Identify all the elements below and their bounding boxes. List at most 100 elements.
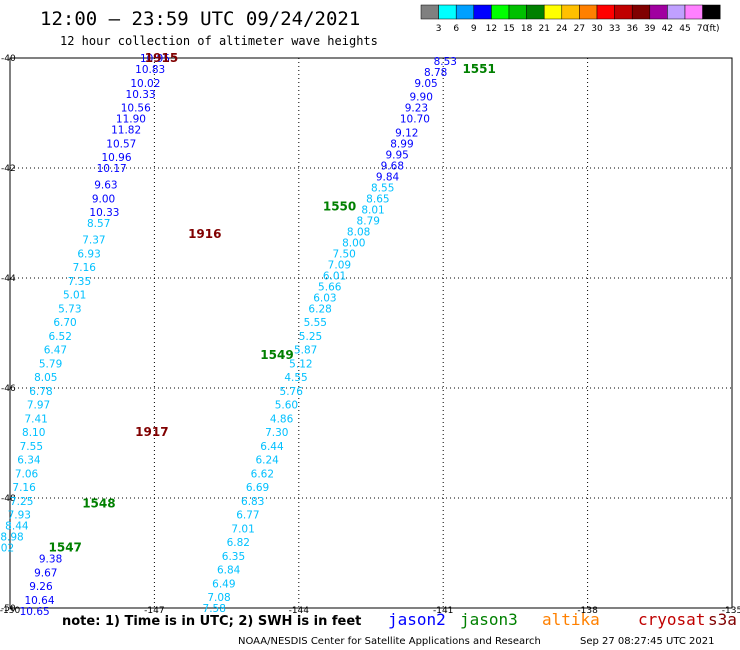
wave-height-label: 8.78 bbox=[424, 67, 447, 79]
wave-height-label: 6.78 bbox=[29, 386, 52, 398]
wave-height-label: 8.79 bbox=[357, 215, 380, 227]
wave-height-label: 9.63 bbox=[94, 180, 117, 192]
wave-height-label: 7.16 bbox=[12, 482, 36, 494]
colorbar-swatch bbox=[508, 4, 527, 20]
wave-height-label: 6.69 bbox=[246, 482, 269, 494]
colorbar-swatch bbox=[667, 4, 686, 20]
colorbar-tick-label: 24 bbox=[556, 24, 568, 34]
colorbar-swatch bbox=[614, 4, 633, 20]
wave-height-label: 8.00 bbox=[342, 237, 365, 249]
wave-height-label: 7.06 bbox=[15, 468, 39, 480]
wave-height-label: 4.55 bbox=[284, 372, 307, 384]
wave-height-label: 7.01 bbox=[231, 523, 254, 535]
wave-height-label: 6.44 bbox=[260, 441, 284, 453]
colorbar-swatch bbox=[631, 4, 651, 20]
color-scale-legend: 3 6 9 12 15 18 21 24 27 30 33 36 39 42 45 70 bbox=[420, 4, 721, 34]
wave-height-label: 7.55 bbox=[20, 441, 43, 453]
colorbar-tick-label: 15 bbox=[503, 24, 514, 34]
colorbar-swatch bbox=[473, 4, 492, 20]
colorbar-swatch bbox=[684, 4, 703, 20]
x-axis-ticks: -150 -147 -144 -141 -138 -135 bbox=[0, 606, 740, 616]
wave-height-label: 7.37 bbox=[82, 235, 105, 247]
x-tick-label: -150 bbox=[0, 606, 20, 616]
wave-height-label: 5.76 bbox=[280, 386, 304, 398]
colorbar-swatch bbox=[543, 4, 563, 20]
colorbar-tick-label: 45 bbox=[679, 24, 690, 34]
wave-height-label: 8.99 bbox=[390, 138, 413, 150]
wave-height-label: 10.02 bbox=[130, 78, 160, 90]
wave-height-label: 9.00 bbox=[92, 193, 115, 205]
wave-height-label: 6.35 bbox=[222, 551, 245, 563]
wave-height-label: 6.83 bbox=[241, 496, 264, 508]
chart-title: 12:00 – 23:59 UTC 09/24/2021 bbox=[40, 8, 360, 30]
y-tick-label: -50 bbox=[1, 604, 16, 614]
wave-height-label: 8.10 bbox=[22, 427, 45, 439]
wave-height-label: 9.12 bbox=[395, 127, 418, 139]
colorbar-tick-label: 9 bbox=[471, 24, 477, 34]
wave-height-label: 6.84 bbox=[217, 565, 241, 577]
wave-height-label: 8.44 bbox=[5, 521, 29, 533]
wave-height-label: 10.65 bbox=[20, 606, 50, 618]
wave-height-label: 6.03 bbox=[313, 292, 336, 304]
wave-height-label: 10.96 bbox=[101, 152, 131, 164]
colorbar-tick-label: 12 bbox=[486, 24, 497, 34]
colorbar-tick-label: 21 bbox=[538, 24, 549, 34]
wave-height-label: 6.70 bbox=[53, 317, 76, 329]
wave-height-label: 7.08 bbox=[207, 592, 230, 604]
satellite-legend-item: altika bbox=[542, 610, 600, 629]
pass-time-label: 1547 bbox=[49, 541, 82, 555]
wave-height-label: 10.33 bbox=[89, 207, 119, 219]
y-tick-label: -48 bbox=[1, 494, 16, 504]
colorbar-tick-label: 70 bbox=[697, 24, 709, 34]
wave-height-label: 8.01 bbox=[361, 204, 384, 216]
pass-time-label: 1551 bbox=[462, 62, 495, 76]
data-points: 10.9510.8310.0210.3310.5611.9011.8210.57… bbox=[0, 53, 457, 618]
chart-subtitle: 12 hour collection of altimeter wave hei… bbox=[60, 34, 378, 48]
colorbar-swatch bbox=[596, 4, 615, 20]
wave-height-label: 5.25 bbox=[299, 331, 322, 343]
wave-height-label: 5.66 bbox=[318, 281, 342, 293]
pass-time-label: 1548 bbox=[82, 497, 115, 511]
wave-height-label: 8.53 bbox=[434, 56, 457, 68]
wave-height-label: 9.84 bbox=[376, 171, 400, 183]
y-tick-label: -42 bbox=[1, 164, 16, 174]
colorbar-tick-label: 36 bbox=[626, 24, 638, 34]
wave-height-label: 5.01 bbox=[63, 290, 86, 302]
colorbar-swatch bbox=[491, 4, 510, 20]
wave-height-label: 9.68 bbox=[381, 160, 404, 172]
wave-height-label: 10.95 bbox=[140, 53, 170, 65]
x-tick-label: -138 bbox=[577, 606, 598, 616]
satellite-legend: jason2 jason3 altika cryosat s3a bbox=[388, 610, 737, 629]
pass-time-label: 1915 bbox=[145, 51, 178, 65]
wave-height-label: 5.55 bbox=[304, 317, 327, 329]
wave-height-label: 9.26 bbox=[29, 581, 53, 593]
wave-height-label: 6.62 bbox=[251, 468, 274, 480]
wave-height-label: 7.16 bbox=[73, 262, 97, 274]
pass-time-label: 1550 bbox=[323, 200, 356, 214]
colorbar-swatch bbox=[455, 4, 475, 20]
colorbar-tick-label: 39 bbox=[644, 24, 656, 34]
wave-height-label: 6.47 bbox=[44, 345, 67, 357]
colorbar-swatch bbox=[702, 4, 721, 20]
wave-height-label: 6.49 bbox=[212, 578, 235, 590]
pass-time-labels: 1915 1916 1917 1551 1550 1549 1548 1547 bbox=[49, 51, 496, 555]
colorbar-tick-label: 18 bbox=[521, 24, 533, 34]
wave-height-label: 10.57 bbox=[106, 138, 136, 150]
colorbar-tick-label: 30 bbox=[591, 24, 603, 34]
colorbar-swatch bbox=[561, 4, 580, 20]
wave-height-label: 10.64 bbox=[24, 595, 54, 607]
pass-time-label: 1917 bbox=[135, 425, 168, 439]
colorbar-swatch bbox=[649, 4, 668, 20]
footer-credit: NOAA/NESDIS Center for Satellite Applica… bbox=[238, 636, 541, 647]
wave-height-label: 8.05 bbox=[34, 372, 57, 384]
plot-area bbox=[9, 57, 733, 609]
wave-height-label: 10.56 bbox=[121, 103, 151, 115]
colorbar-swatch bbox=[420, 4, 439, 20]
x-tick-label: -147 bbox=[144, 606, 164, 616]
colorbar-unit: (ft) bbox=[706, 24, 720, 34]
wave-height-label: 5.60 bbox=[275, 400, 298, 412]
wave-height-label: 9.23 bbox=[405, 103, 428, 115]
x-tick-label: -144 bbox=[289, 606, 310, 616]
wave-height-label: 11.82 bbox=[111, 125, 141, 137]
